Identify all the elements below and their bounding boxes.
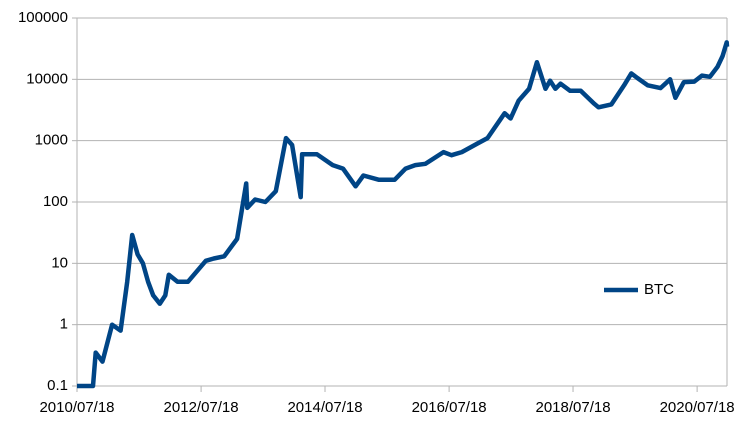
y-tick-label: 10000 <box>26 70 68 87</box>
y-tick-label: 0.1 <box>47 377 68 394</box>
x-tick-label: 2012/07/18 <box>164 399 239 416</box>
y-tick-label: 10 <box>51 254 68 271</box>
x-tick-label: 2020/07/18 <box>660 399 735 416</box>
y-tick-label: 100 <box>43 193 68 210</box>
y-tick-label: 1000 <box>35 132 68 149</box>
x-tick-label: 2010/07/18 <box>39 399 114 416</box>
x-tick-label: 2016/07/18 <box>412 399 487 416</box>
y-tick-label: 1 <box>60 316 68 333</box>
series-line <box>77 40 730 389</box>
x-tick-label: 2014/07/18 <box>287 399 362 416</box>
legend-label: BTC <box>644 281 674 298</box>
x-tick-label: 2018/07/18 <box>535 399 610 416</box>
y-tick-label: 100000 <box>18 9 68 26</box>
